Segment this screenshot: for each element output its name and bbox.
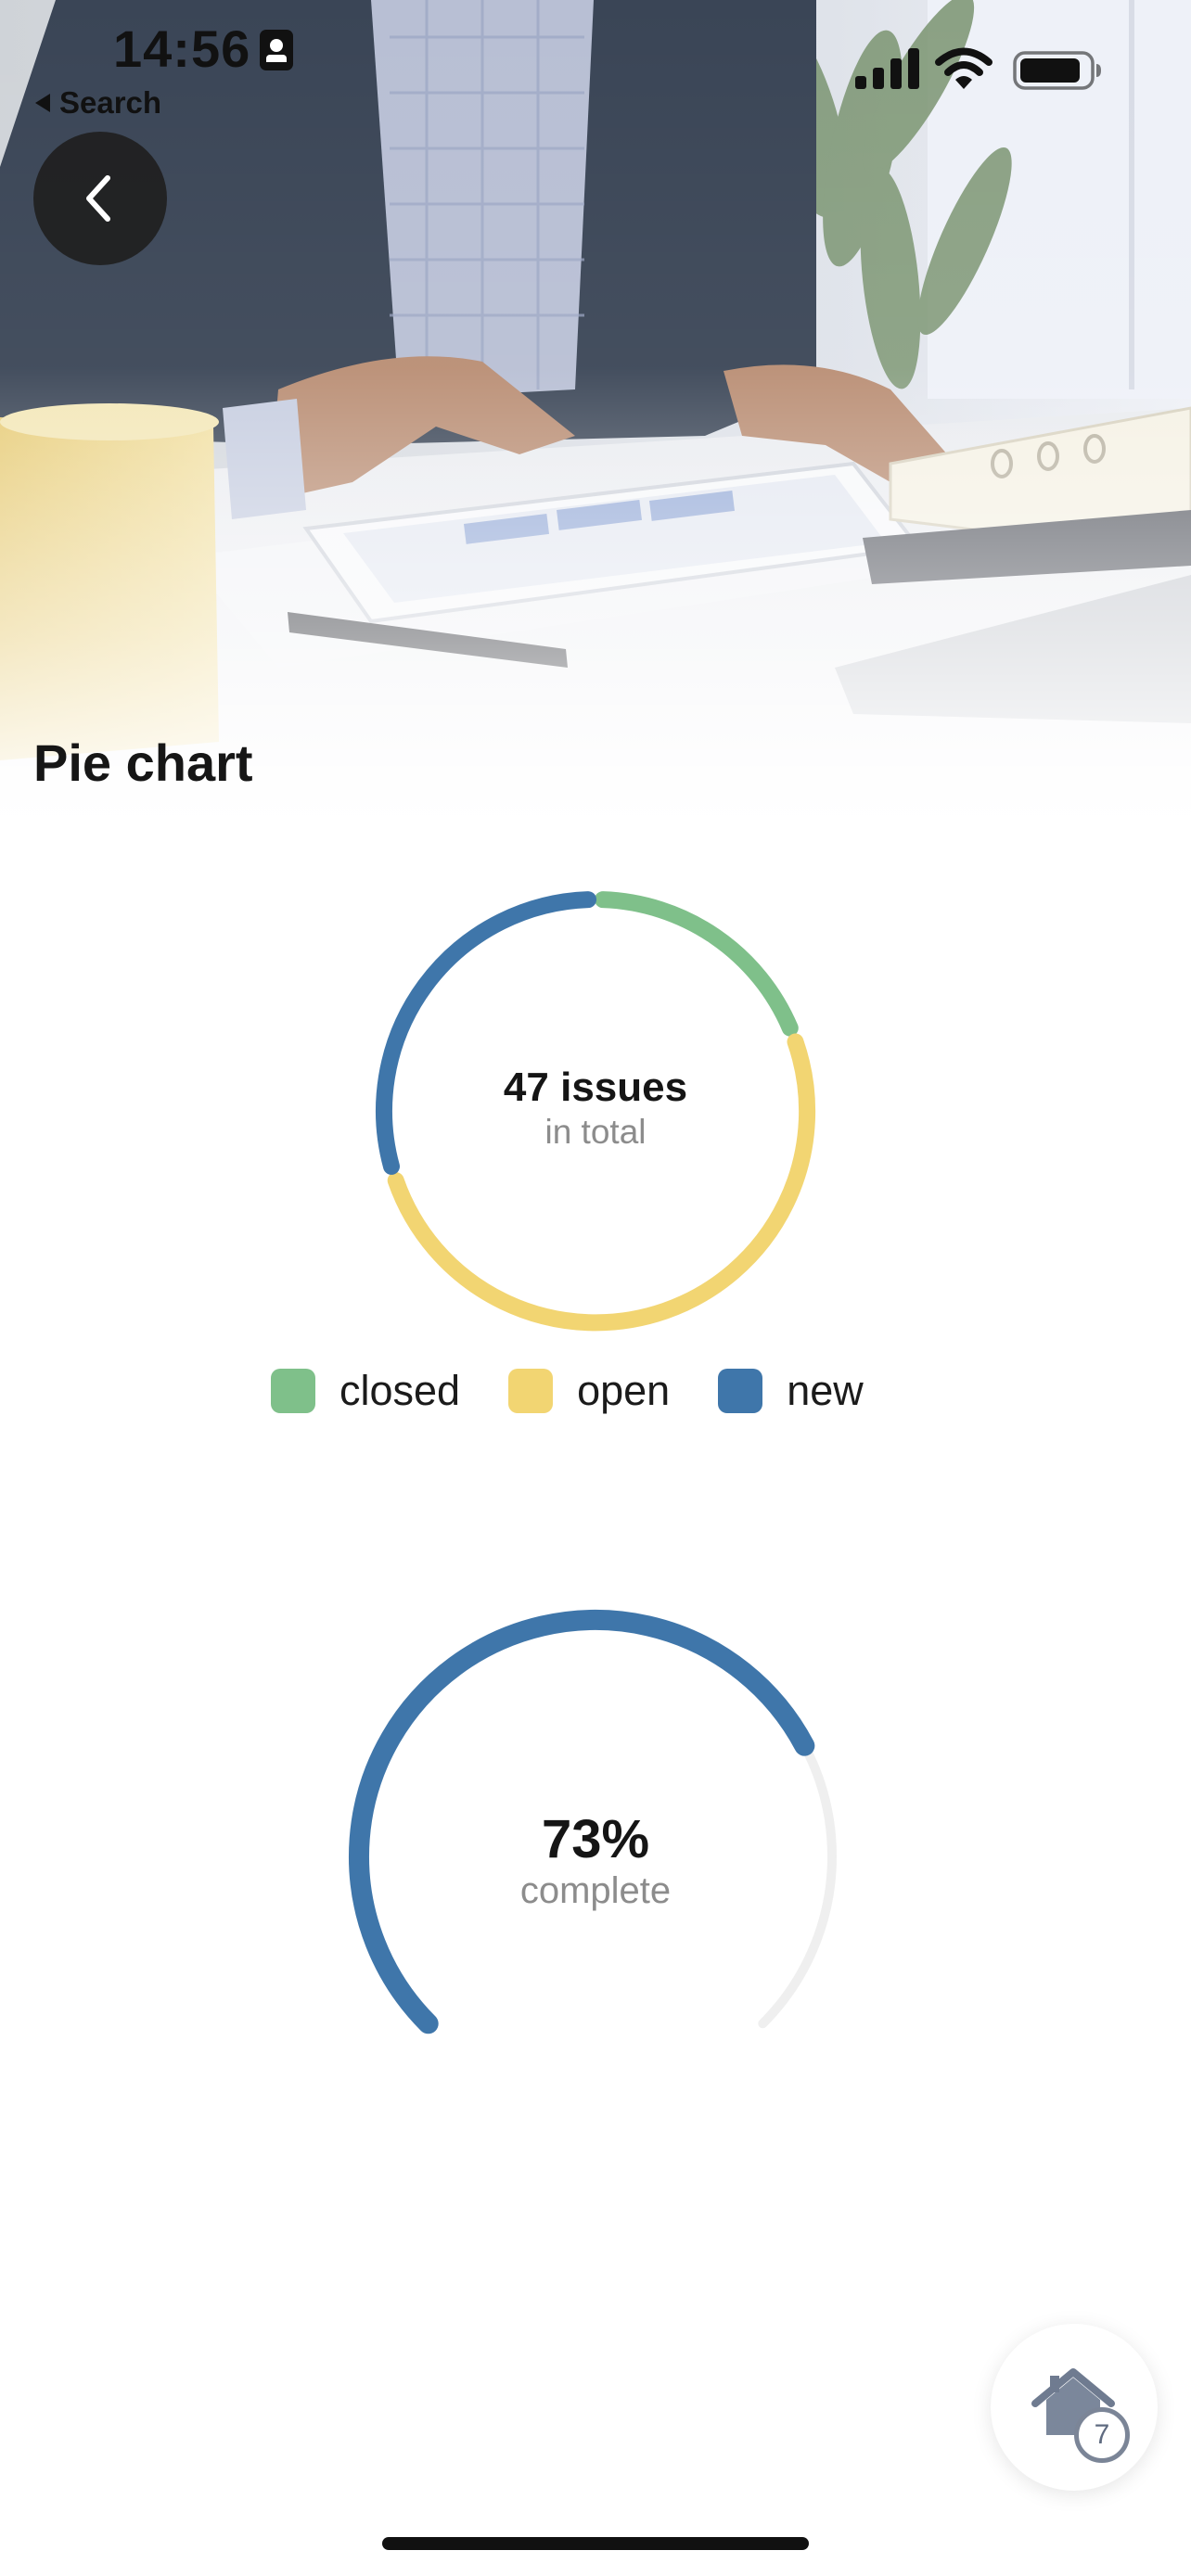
notification-count-badge: 7 bbox=[1074, 2407, 1130, 2463]
chart-legend: closed open new bbox=[271, 1363, 864, 1419]
home-button[interactable]: 7 bbox=[991, 2324, 1158, 2491]
gauge-caption: complete bbox=[519, 1870, 672, 1911]
status-time: 14:56 bbox=[113, 19, 251, 78]
legend-swatch-closed bbox=[271, 1369, 315, 1413]
donut-total-value: 47 issues bbox=[503, 1065, 688, 1110]
legend-label-new: new bbox=[787, 1367, 864, 1414]
legend-item-new: new bbox=[718, 1367, 864, 1415]
donut-segment-new bbox=[376, 891, 597, 1175]
issues-donut-chart bbox=[376, 891, 816, 1332]
page-title: Pie chart bbox=[33, 733, 253, 792]
home-indicator-bar[interactable] bbox=[382, 2537, 809, 2550]
battery-icon bbox=[1013, 51, 1101, 90]
contact-card-icon bbox=[260, 30, 293, 70]
hero-fade-overlay bbox=[0, 0, 1191, 816]
gauge-progress-arc bbox=[348, 1610, 815, 2034]
donut-segment-open bbox=[387, 1033, 816, 1332]
legend-label-closed: closed bbox=[339, 1367, 461, 1414]
legend-label-open: open bbox=[577, 1367, 671, 1414]
back-triangle-icon bbox=[35, 94, 50, 112]
gauge-center-label: 73% complete bbox=[336, 1808, 855, 1912]
donut-center-label: 47 issues in total bbox=[364, 1065, 827, 1152]
chevron-left-icon bbox=[86, 175, 110, 222]
legend-swatch-new bbox=[718, 1369, 763, 1413]
cellular-signal-icon bbox=[855, 48, 919, 89]
back-to-app-label: Search bbox=[59, 85, 162, 120]
legend-item-closed: closed bbox=[271, 1367, 460, 1415]
wifi-icon bbox=[935, 47, 992, 89]
donut-total-caption: in total bbox=[544, 1113, 647, 1151]
completion-gauge bbox=[348, 1610, 837, 2034]
donut-segment-closed bbox=[594, 891, 799, 1037]
back-to-app-link[interactable]: Search bbox=[35, 85, 161, 121]
legend-item-open: open bbox=[508, 1367, 670, 1415]
hero-image: 14:56 Search Pie chart bbox=[0, 0, 1191, 816]
back-button[interactable] bbox=[33, 132, 167, 265]
legend-swatch-open bbox=[508, 1369, 554, 1413]
gauge-percent-value: 73% bbox=[541, 1809, 650, 1869]
